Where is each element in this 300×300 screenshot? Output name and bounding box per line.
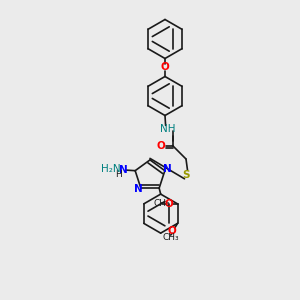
Text: S: S — [182, 169, 190, 180]
Text: O: O — [160, 62, 169, 73]
Text: H₂N: H₂N — [100, 164, 120, 174]
Text: O: O — [165, 199, 173, 209]
Text: CH₃: CH₃ — [153, 200, 170, 208]
Text: O: O — [168, 226, 176, 236]
Text: O: O — [156, 140, 165, 151]
Text: N: N — [119, 165, 128, 175]
Text: CH₃: CH₃ — [162, 233, 179, 242]
Text: N: N — [134, 184, 143, 194]
Text: NH: NH — [160, 124, 176, 134]
Text: H: H — [115, 170, 122, 179]
Text: N: N — [163, 164, 172, 175]
